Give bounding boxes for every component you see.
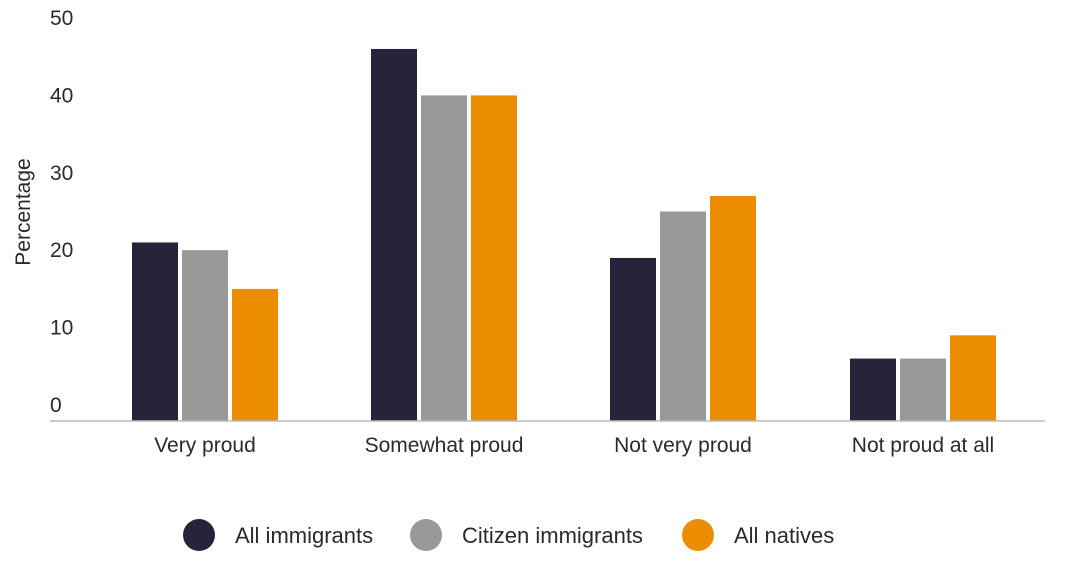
bar-citizen-immigrants xyxy=(900,358,946,421)
legend-marker xyxy=(183,519,215,551)
bar-all-natives xyxy=(950,335,996,421)
legend-label: Citizen immigrants xyxy=(462,523,643,548)
bar-all-natives xyxy=(232,288,278,421)
bar-all-immigrants xyxy=(371,48,417,422)
legend-label: All natives xyxy=(734,523,834,548)
bar-citizen-immigrants xyxy=(421,95,467,422)
x-tick-label: Not proud at all xyxy=(852,434,994,457)
bar-all-natives xyxy=(710,196,756,421)
bar-all-immigrants xyxy=(610,257,656,421)
bar-all-natives xyxy=(471,95,517,422)
y-tick-label: 10 xyxy=(50,317,73,340)
y-tick-label: 0 xyxy=(50,394,62,417)
y-tick-label: 30 xyxy=(50,162,73,185)
y-tick-label: 20 xyxy=(50,239,73,262)
legend-label: All immigrants xyxy=(235,523,373,548)
y-tick-label: 50 xyxy=(50,7,73,30)
bar-citizen-immigrants xyxy=(660,211,706,421)
x-tick-label: Not very proud xyxy=(614,434,752,457)
y-ticks: 0 10 20 30 40 50 xyxy=(50,7,73,417)
legend-marker xyxy=(410,519,442,551)
x-tick-label: Somewhat proud xyxy=(365,434,524,457)
bar-all-immigrants xyxy=(850,358,896,421)
legend-marker xyxy=(682,519,714,551)
y-axis-label: Percentage xyxy=(12,158,35,265)
x-ticks: Very proud Somewhat proud Not very proud No… xyxy=(154,434,994,457)
bars xyxy=(132,48,996,422)
x-tick-label: Very proud xyxy=(154,434,256,457)
bar-all-immigrants xyxy=(132,242,178,421)
legend: All immigrants Citizen immigrants All nati… xyxy=(183,519,834,551)
y-tick-label: 40 xyxy=(50,84,73,107)
bar-citizen-immigrants xyxy=(182,250,228,421)
